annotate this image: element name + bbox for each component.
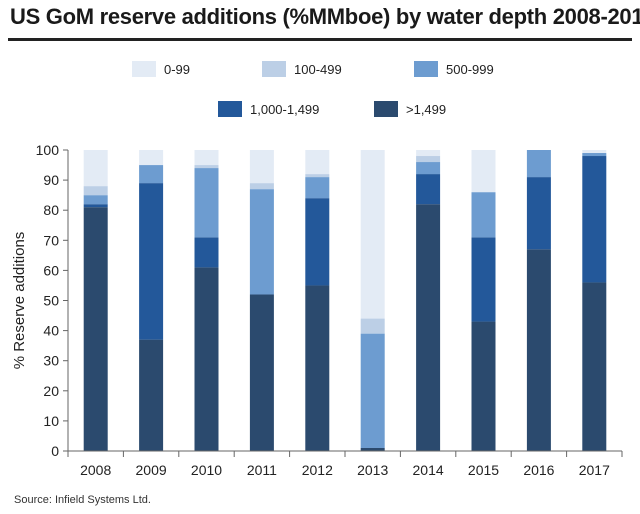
bar-segment-2011-100-499 bbox=[249, 183, 274, 190]
bar-segment-2014-500-999 bbox=[416, 162, 441, 175]
legend-label: 500-999 bbox=[446, 62, 494, 77]
bar-segment-2014-1-000-1-499 bbox=[416, 174, 441, 205]
x-tick-label-2010: 2010 bbox=[191, 462, 222, 478]
bars bbox=[83, 150, 607, 451]
y-tick-label: 70 bbox=[43, 232, 59, 248]
x-tick-label-2008: 2008 bbox=[80, 462, 111, 478]
bar-segment-2013-500-999 bbox=[360, 333, 385, 448]
legend-swatch-500-999 bbox=[414, 61, 438, 77]
y-tick-label: 50 bbox=[43, 293, 59, 309]
y-axis-label: % Reserve additions bbox=[11, 232, 28, 370]
legend-label: 0-99 bbox=[164, 62, 190, 77]
legend-swatch-0-99 bbox=[132, 61, 156, 77]
y-tick-label: 80 bbox=[43, 202, 59, 218]
bar-segment-2015-0-99 bbox=[471, 150, 496, 193]
bar-segment-2012-500-999 bbox=[305, 177, 330, 199]
bar-segment-2009-500-999 bbox=[139, 165, 164, 184]
bar-segment-2017-500-999 bbox=[582, 153, 607, 157]
bar-segment-2014-1-499 bbox=[416, 204, 441, 451]
x-tick-label-2016: 2016 bbox=[523, 462, 554, 478]
bar-segment-2013-0-99 bbox=[360, 150, 385, 319]
title-underline bbox=[8, 38, 632, 41]
bar-segment-2010-100-499 bbox=[194, 165, 219, 169]
bar-segment-2011-500-999 bbox=[249, 189, 274, 295]
y-tick-label: 40 bbox=[43, 323, 59, 339]
bar-segment-2009-1-499 bbox=[139, 339, 164, 451]
legend-swatch-1-000-1-499 bbox=[218, 101, 242, 117]
x-tick-label-2012: 2012 bbox=[302, 462, 333, 478]
bar-segment-2016-1-499 bbox=[526, 249, 551, 451]
x-tick-label-2015: 2015 bbox=[468, 462, 499, 478]
bar-segment-2010-0-99 bbox=[194, 150, 219, 166]
bar-segment-2012-1-000-1-499 bbox=[305, 198, 330, 286]
y-axis: 0 10 20 30 40 50 60 70 80 90 100 bbox=[36, 142, 69, 459]
bar-segment-2011-1-499 bbox=[249, 294, 274, 451]
bar-segment-2016-1-000-1-499 bbox=[526, 177, 551, 250]
bar-segment-2014-100-499 bbox=[416, 156, 441, 163]
bar-segment-2015-1-499 bbox=[471, 321, 496, 451]
bar-segment-2017-1-000-1-499 bbox=[582, 156, 607, 283]
bar-segment-2017-0-99 bbox=[582, 150, 607, 154]
y-tick-label: 90 bbox=[43, 172, 59, 188]
y-tick-label: 30 bbox=[43, 353, 59, 369]
bar-segment-2012-100-499 bbox=[305, 174, 330, 178]
bar-segment-2013-100-499 bbox=[360, 318, 385, 334]
bar-segment-2010-500-999 bbox=[194, 168, 219, 238]
legend-swatch-100-499 bbox=[262, 61, 286, 77]
bar-segment-2009-1-000-1-499 bbox=[139, 183, 164, 340]
legend: 0-99 100-499 500-999 1,000-1,499 >1,499 bbox=[132, 61, 494, 117]
y-tick-label: 60 bbox=[43, 262, 59, 278]
x-tick-label-2009: 2009 bbox=[136, 462, 167, 478]
y-tick-label: 0 bbox=[51, 443, 59, 459]
chart-title: US GoM reserve additions (%MMboe) by wat… bbox=[10, 4, 640, 29]
legend-label: 1,000-1,499 bbox=[250, 102, 319, 117]
x-tick-label-2013: 2013 bbox=[357, 462, 388, 478]
bar-segment-2017-1-499 bbox=[582, 282, 607, 451]
bar-segment-2012-1-499 bbox=[305, 285, 330, 451]
bar-segment-2015-1-000-1-499 bbox=[471, 237, 496, 322]
legend-label: 100-499 bbox=[294, 62, 342, 77]
bar-segment-2015-500-999 bbox=[471, 192, 496, 238]
y-tick-label: 20 bbox=[43, 383, 59, 399]
x-tick-label-2017: 2017 bbox=[579, 462, 610, 478]
bar-segment-2008-1-000-1-499 bbox=[83, 204, 108, 208]
bar-segment-2014-0-99 bbox=[416, 150, 441, 157]
bar-segment-2008-100-499 bbox=[83, 186, 108, 196]
bar-segment-2008-0-99 bbox=[83, 150, 108, 187]
source-note: Source: Infield Systems Ltd. bbox=[14, 494, 151, 506]
bar-segment-2011-0-99 bbox=[249, 150, 274, 184]
legend-label: >1,499 bbox=[406, 102, 446, 117]
y-tick-label: 100 bbox=[36, 142, 60, 158]
x-tick-label-2014: 2014 bbox=[413, 462, 444, 478]
x-tick-label-2011: 2011 bbox=[247, 462, 277, 478]
bar-segment-2016-500-999 bbox=[526, 150, 551, 178]
bar-segment-2010-1-499 bbox=[194, 267, 219, 451]
x-axis: 2008 2009 2010 2011 2012 2013 2014 2015 2016 2017 bbox=[67, 450, 623, 478]
y-tick-label: 10 bbox=[43, 413, 59, 429]
bar-segment-2008-1-499 bbox=[83, 207, 108, 451]
bar-segment-2010-1-000-1-499 bbox=[194, 237, 219, 268]
bar-segment-2012-0-99 bbox=[305, 150, 330, 175]
bar-segment-2009-0-99 bbox=[139, 150, 164, 166]
bar-segment-2013-1-499 bbox=[360, 447, 385, 451]
bar-segment-2008-500-999 bbox=[83, 195, 108, 205]
stacked-bar-chart: 0-99 100-499 500-999 1,000-1,499 >1,499 0 10 2… bbox=[11, 61, 623, 478]
legend-swatch-1-499 bbox=[374, 101, 398, 117]
